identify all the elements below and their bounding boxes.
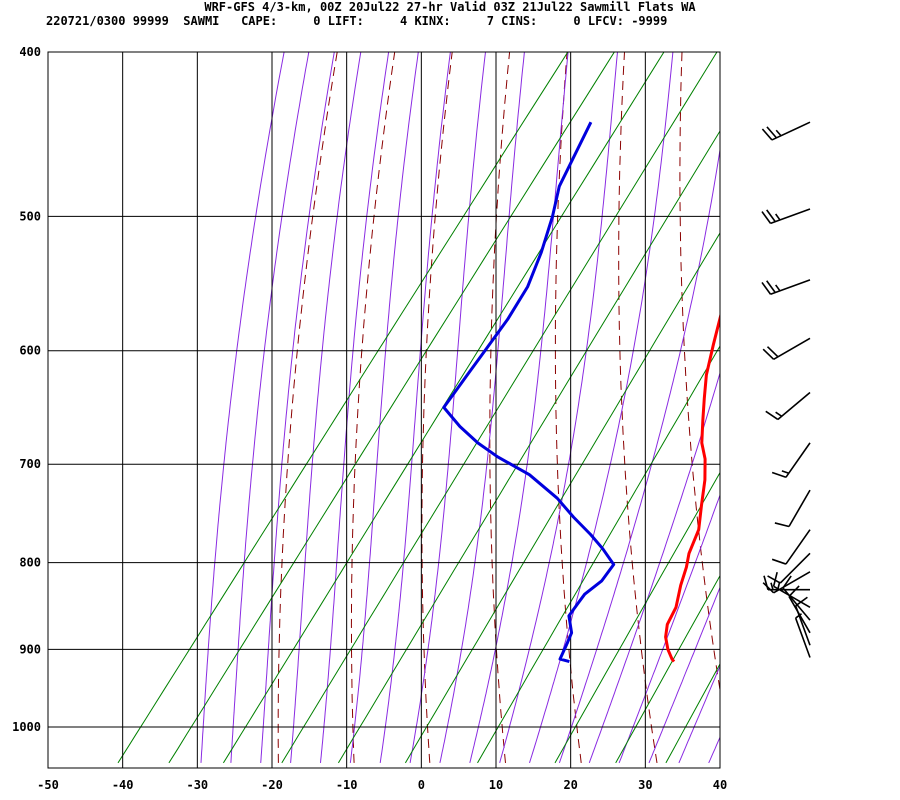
wind-barb <box>763 575 810 591</box>
sounding-title: WRF-GFS 4/3-km, 00Z 20Jul22 27-hr Valid … <box>204 0 696 14</box>
wind-barb <box>771 529 811 565</box>
x-tick-label: -10 <box>336 778 358 792</box>
x-tick-label: 20 <box>563 778 577 792</box>
dry-adiabat-line <box>739 33 808 763</box>
temperature-trace <box>664 312 720 663</box>
wind-barb <box>794 596 811 646</box>
x-tick-label: 10 <box>489 778 503 792</box>
grid <box>48 51 720 768</box>
moist-adiabat-line <box>588 371 720 764</box>
wind-barb <box>771 442 811 479</box>
traces <box>442 121 720 664</box>
moist-adiabat-line <box>290 52 362 763</box>
dry-adiabat-line <box>854 33 900 763</box>
moist-adiabat-line <box>558 146 720 764</box>
mixing-ratio-line <box>554 471 720 764</box>
y-tick-label: 800 <box>19 556 41 570</box>
wind-barb <box>767 552 811 584</box>
wind-barb <box>761 121 811 141</box>
wind-barb <box>762 337 811 361</box>
wind-barb <box>782 575 811 621</box>
x-tick-label: 40 <box>713 778 727 792</box>
dry-adiabat-line <box>350 52 396 763</box>
wind-barb <box>765 391 811 421</box>
y-tick-label: 400 <box>19 45 41 59</box>
moist-adiabat-line <box>499 52 619 764</box>
moist-adiabat-line <box>260 52 335 763</box>
background-lines <box>117 33 900 764</box>
wind-barbs <box>761 121 811 658</box>
x-tick-label: 0 <box>418 778 425 792</box>
moist-adiabat-line <box>618 493 720 764</box>
moist-adiabat-line <box>648 586 720 764</box>
moist-adiabat-line <box>439 52 525 764</box>
mixing-ratio-line <box>615 574 720 764</box>
plot-frame <box>47 51 721 769</box>
moist-adiabat-line <box>469 52 569 764</box>
moist-adiabat-line <box>739 43 900 763</box>
y-tick-label: 600 <box>19 344 41 358</box>
mixing-ratio-line <box>477 345 720 764</box>
moist-adiabat-line <box>200 52 285 763</box>
moist-adiabat-line <box>230 52 310 763</box>
moist-adiabat-line <box>409 52 487 763</box>
wind-barb <box>761 208 811 225</box>
dry-adiabat-line <box>797 33 884 763</box>
dry-adiabat-line <box>554 52 582 763</box>
y-tick-label: 900 <box>19 642 41 656</box>
x-tick-label: -30 <box>186 778 208 792</box>
x-tick-label: 30 <box>638 778 652 792</box>
wind-barb <box>794 613 811 658</box>
x-tick-label: -50 <box>37 778 59 792</box>
y-tick-labels: 400 500 600 700 800 900 1000 <box>12 45 41 734</box>
wind-barb <box>774 489 811 528</box>
y-tick-label: 700 <box>19 457 41 471</box>
moist-adiabat-line <box>320 52 390 763</box>
dewpoint-trace <box>442 121 616 664</box>
y-tick-label: 500 <box>19 209 41 223</box>
moist-adiabat-line <box>379 52 451 763</box>
sounding-indices: 220721/0300 99999 SAWMI CAPE: 0 LIFT: 4 … <box>46 14 668 28</box>
moist-adiabat-line <box>678 664 720 764</box>
x-tick-label: -20 <box>261 778 283 792</box>
mixing-ratio-line <box>337 130 720 764</box>
x-tick-labels: -50 -40 -30 -20 -10 0 10 20 30 40 <box>37 778 727 792</box>
moist-adiabat-line <box>529 52 674 764</box>
wind-barb <box>772 571 811 608</box>
moist-adiabat-line <box>349 52 419 763</box>
wind-barb <box>761 279 811 295</box>
moist-adiabat-line <box>708 736 720 764</box>
x-tick-label: -40 <box>112 778 134 792</box>
wind-barb <box>788 585 811 634</box>
mixing-ratio-line <box>404 232 720 764</box>
y-tick-label: 1000 <box>12 720 41 734</box>
dry-adiabat-line <box>679 52 720 694</box>
mixing-ratio-line <box>665 663 720 764</box>
